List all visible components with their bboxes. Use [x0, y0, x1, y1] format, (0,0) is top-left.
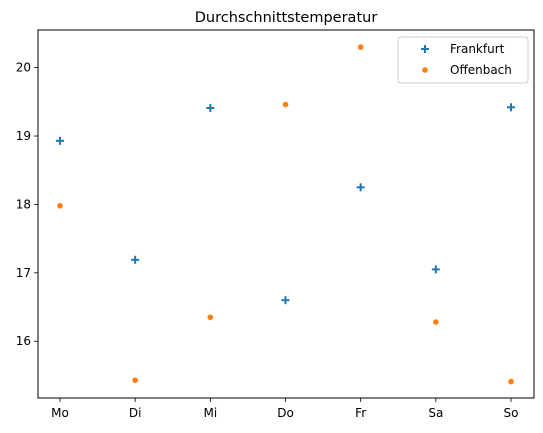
point-frankfurt-6 — [507, 103, 515, 112]
data-marks — [56, 44, 515, 385]
legend-marker-1 — [422, 67, 428, 73]
x-tick-label-5: Sa — [428, 406, 443, 420]
point-offenbach-4 — [357, 44, 364, 50]
legend-box — [397, 36, 529, 84]
legend-label-1: Offenbach — [450, 63, 512, 77]
chart-title: Durchschnittstemperatur — [195, 10, 378, 26]
y-tick-label-4: 20 — [16, 61, 31, 75]
legend: Frankfurt Offenbach — [397, 36, 529, 84]
point-frankfurt-1 — [131, 255, 140, 264]
y-tick-label-3: 19 — [16, 129, 31, 143]
point-frankfurt-4 — [356, 183, 365, 192]
y-axis: 16 17 18 19 20 — [16, 61, 38, 348]
y-tick-label-2: 18 — [16, 197, 31, 211]
x-tick-label-4: Fr — [355, 406, 366, 420]
x-tick-label-0: Mo — [51, 406, 69, 420]
point-offenbach-3 — [282, 101, 289, 108]
point-frankfurt-2 — [206, 103, 215, 112]
x-axis: Mo Di Mi Do Fr Sa So — [51, 398, 518, 420]
point-offenbach-0 — [57, 202, 63, 209]
x-tick-label-3: Do — [277, 406, 294, 420]
point-offenbach-6 — [508, 378, 514, 385]
point-offenbach-1 — [132, 377, 138, 384]
plot-area — [37, 29, 535, 399]
y-tick-label-0: 16 — [16, 334, 31, 348]
point-offenbach-5 — [433, 319, 439, 325]
point-frankfurt-5 — [431, 265, 440, 274]
legend-marker-0 — [421, 45, 429, 53]
y-tick-label-1: 17 — [16, 266, 31, 280]
x-tick-label-2: Mi — [203, 406, 217, 420]
point-frankfurt-3 — [281, 296, 290, 305]
point-frankfurt-0 — [56, 136, 64, 145]
legend-label-0: Frankfurt — [450, 42, 505, 56]
point-offenbach-2 — [207, 314, 214, 321]
x-tick-label-1: Di — [129, 406, 142, 420]
x-tick-label-6: So — [504, 406, 519, 420]
